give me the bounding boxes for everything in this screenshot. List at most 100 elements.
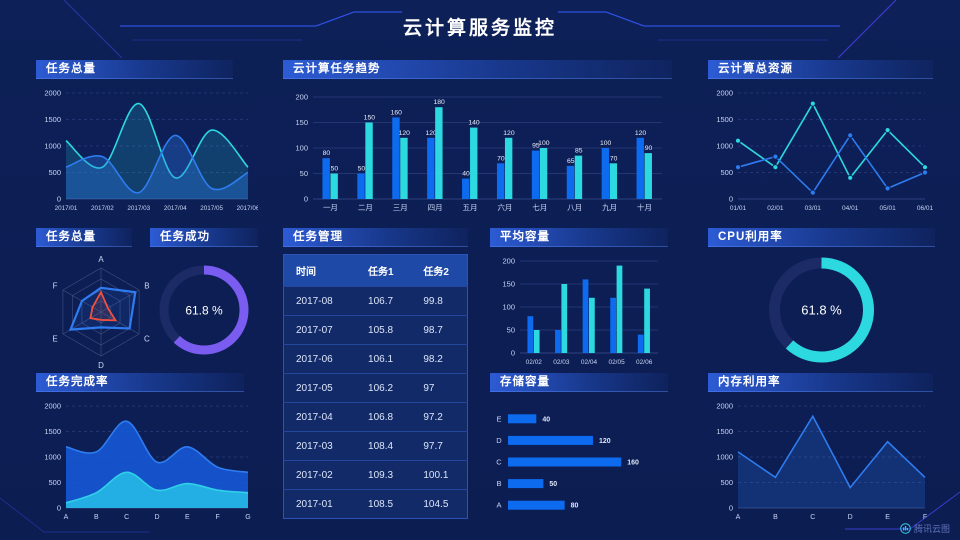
svg-text:100: 100 (600, 140, 612, 147)
table-cell: 97.7 (411, 431, 468, 461)
total-resources-chart[interactable]: 0 500 1000 1500 2000 01/01 02/01 03/01 04/01 05/0… (708, 83, 935, 215)
task-table-body: 2017-08 106.7 99.8 2017-07 105.8 98.7 2017-06 1… (283, 286, 468, 519)
table-row: 2017-05 106.2 97 (283, 373, 468, 403)
svg-text:F: F (923, 514, 927, 521)
svg-text:一月: 一月 (323, 203, 338, 212)
svg-text:100: 100 (295, 144, 308, 153)
table-header-cell: 时间 (283, 254, 357, 287)
memory-usage-chart[interactable]: 0 500 1000 1500 2000 A B C D E F (708, 396, 935, 524)
svg-text:七月: 七月 (532, 203, 547, 212)
panel-title-manage: 任务管理 (283, 228, 468, 247)
panel-title-cpu: CPU利用率 (708, 228, 935, 247)
svg-text:500: 500 (48, 168, 61, 177)
svg-text:0: 0 (511, 349, 515, 358)
memory-usage-svg: 0 500 1000 1500 2000 A B C D E F (716, 402, 927, 522)
svg-text:120: 120 (399, 130, 411, 137)
panel-title-resources: 云计算总资源 (708, 60, 933, 79)
svg-text:120: 120 (635, 130, 647, 137)
svg-text:E: E (52, 335, 57, 344)
task-success-gauge[interactable]: 61.8 % (150, 251, 258, 369)
svg-text:200: 200 (502, 257, 515, 266)
svg-text:06/01: 06/01 (917, 205, 934, 212)
table-cell: 2017-01 (283, 489, 357, 519)
completion-area-chart[interactable]: 0 500 1000 1500 2000 A B C D E F G (36, 396, 258, 524)
svg-text:02/03: 02/03 (553, 359, 570, 366)
panel-title-radar: 任务总量 (36, 228, 132, 247)
svg-text:150: 150 (364, 115, 376, 122)
svg-text:500: 500 (720, 168, 733, 177)
cloud-task-trend-chart[interactable]: 0 50 100 150 200 一月 二月 三月 四月 五月 六月 七月 八月 九月 十月 80 50 160 1… (283, 83, 672, 215)
svg-text:B: B (773, 514, 778, 521)
svg-text:50: 50 (331, 166, 339, 173)
panel-task-manage: 任务管理 时间 任务1 任务2 2017-08 106.7 99.8 2017-07 105… (283, 228, 468, 519)
tencent-cloud-logo-icon (900, 523, 911, 534)
cpu-usage-gauge[interactable]: 61.8 % (708, 251, 935, 369)
svg-text:0: 0 (57, 195, 61, 204)
task-total-area-svg: 0 500 1000 1500 2000 2017/01 2017/02 2017/03 201… (44, 89, 260, 213)
svg-text:A: A (736, 514, 741, 521)
svg-text:四月: 四月 (428, 203, 443, 212)
task-total-area-chart[interactable]: 0 500 1000 1500 2000 2017/01 2017/02 2017/03 201… (36, 83, 260, 215)
table-header-row: 时间 任务1 任务2 (283, 254, 468, 287)
storage-capacity-chart[interactable]: E 40 D 120 C 160 B 50 A 80 (490, 396, 668, 524)
table-cell: 97 (411, 373, 468, 403)
svg-text:50: 50 (300, 169, 308, 178)
svg-text:C: C (144, 335, 150, 344)
panel-cloud-task-trend: 云计算任务趋势 0 50 100 150 200 一月 二月 三月 四月 五月 六月 七月 八月 九月 十月… (283, 60, 672, 215)
table-cell: 2017-05 (283, 373, 357, 403)
table-row: 2017-07 105.8 98.7 (283, 315, 468, 345)
svg-text:五月: 五月 (463, 203, 478, 212)
svg-text:1500: 1500 (44, 427, 61, 436)
svg-text:03/01: 03/01 (805, 205, 822, 212)
svg-text:40: 40 (462, 171, 470, 178)
task-total-radar-chart[interactable]: A B C D E F (36, 251, 166, 370)
svg-text:1000: 1000 (44, 142, 61, 151)
svg-text:2000: 2000 (44, 402, 61, 411)
svg-text:02/01: 02/01 (767, 205, 784, 212)
svg-text:70: 70 (497, 155, 505, 162)
svg-text:B: B (496, 479, 501, 488)
avg-capacity-chart[interactable]: 0 50 100 150 200 02/02 02/03 02/04 02/05 02/06 (490, 251, 668, 369)
table-cell: 2017-02 (283, 460, 357, 490)
panel-task-total-top: 任务总量 0 500 1000 1500 2000 2017/01 2017/02 2017/… (36, 60, 260, 215)
svg-text:80: 80 (571, 503, 579, 510)
panel-cpu-usage: CPU利用率 61.8 % (708, 228, 935, 369)
svg-text:B: B (144, 282, 149, 291)
svg-text:2000: 2000 (716, 89, 733, 98)
table-cell: 2017-07 (283, 315, 357, 345)
table-row: 2017-02 109.3 100.1 (283, 460, 468, 490)
svg-text:160: 160 (627, 460, 639, 467)
panel-title-storage: 存储容量 (490, 373, 668, 392)
svg-text:1500: 1500 (716, 427, 733, 436)
table-cell: 104.5 (411, 489, 468, 519)
svg-text:50: 50 (358, 166, 366, 173)
svg-text:100: 100 (538, 140, 550, 147)
total-resources-svg: 0 500 1000 1500 2000 01/01 02/01 03/01 04/01 05/0… (716, 89, 934, 213)
panel-total-resources: 云计算总资源 0 500 1000 1500 2000 01/01 02/01 03/01 04… (708, 60, 935, 215)
task-table: 时间 任务1 任务2 2017-08 106.7 99.8 2017-07 105.8 98.… (283, 254, 468, 519)
svg-text:04/01: 04/01 (842, 205, 859, 212)
svg-text:D: D (154, 514, 159, 521)
svg-text:61.8 %: 61.8 % (185, 304, 223, 318)
table-row: 2017-04 106.8 97.2 (283, 402, 468, 432)
svg-text:F: F (53, 282, 58, 291)
svg-text:D: D (848, 514, 853, 521)
svg-text:二月: 二月 (358, 203, 373, 212)
svg-text:三月: 三月 (393, 203, 408, 212)
svg-text:0: 0 (729, 195, 733, 204)
svg-text:八月: 八月 (567, 203, 582, 212)
table-cell: 97.2 (411, 402, 468, 432)
svg-text:02/02: 02/02 (526, 359, 543, 366)
svg-text:140: 140 (468, 120, 480, 127)
svg-text:100: 100 (502, 303, 515, 312)
panel-completion: 任务完成率 0 500 1000 1500 2000 A B C D E F G (36, 373, 258, 524)
panel-avg-capacity: 平均容量 0 50 100 150 200 02/02 02/03 02/04 02/05 02/… (490, 228, 668, 369)
svg-text:C: C (124, 514, 129, 521)
page-title: 云计算服务监控 (402, 18, 557, 39)
panel-title-avg-capacity: 平均容量 (490, 228, 668, 247)
svg-text:150: 150 (502, 280, 515, 289)
cloud-task-trend-svg: 0 50 100 150 200 一月 二月 三月 四月 五月 六月 七月 八月 九月 十月 80 50 160 1… (295, 93, 662, 212)
svg-text:A: A (496, 501, 501, 510)
table-cell: 98.2 (411, 344, 468, 374)
